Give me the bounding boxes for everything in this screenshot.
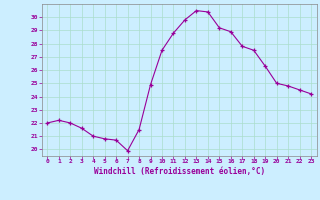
X-axis label: Windchill (Refroidissement éolien,°C): Windchill (Refroidissement éolien,°C) <box>94 167 265 176</box>
